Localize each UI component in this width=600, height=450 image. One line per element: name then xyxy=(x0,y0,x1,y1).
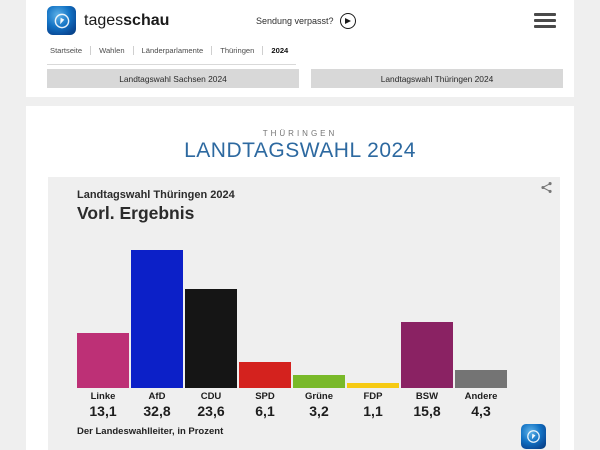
party-labels-row: Linke AfD CDU SPD Grüne FDP BSW Andere xyxy=(77,391,517,402)
bar-chart xyxy=(77,248,517,388)
bar-Linke xyxy=(77,333,129,388)
party-value-BSW: 15,8 xyxy=(413,403,441,419)
party-label-BSW: BSW xyxy=(415,391,439,402)
party-values-row: 13,1 32,8 23,6 6,1 3,2 1,1 15,8 4,3 xyxy=(77,403,517,419)
party-value-AfD: 32,8 xyxy=(143,403,171,419)
bar-cell-SPD xyxy=(239,362,291,388)
section-divider xyxy=(0,97,600,106)
bar-AfD xyxy=(131,250,183,388)
party-label-CDU: CDU xyxy=(200,391,222,402)
party-value-CDU: 23,6 xyxy=(197,403,225,419)
bar-FDP xyxy=(347,383,399,388)
brand-wordmark[interactable]: tagesschau xyxy=(84,12,169,30)
party-value-SPD: 6,1 xyxy=(255,403,275,419)
missed-broadcast-link[interactable]: Sendung verpasst? xyxy=(256,13,356,29)
bar-BSW xyxy=(401,322,453,388)
missed-broadcast-label: Sendung verpasst? xyxy=(256,16,334,26)
bar-cell-Grüne xyxy=(293,375,345,388)
brand-bold: schau xyxy=(123,12,170,29)
chart-title: Landtagswahl Thüringen 2024 xyxy=(77,189,235,201)
chart-subtitle: Vorl. Ergebnis xyxy=(77,203,195,223)
bar-Andere xyxy=(455,370,507,388)
party-label-Linke: Linke xyxy=(90,391,116,402)
party-value-Andere: 4,3 xyxy=(471,403,491,419)
party-label-Andere: Andere xyxy=(464,391,498,402)
bar-cell-FDP xyxy=(347,383,399,388)
breadcrumb-2024[interactable]: 2024 xyxy=(271,46,289,55)
play-icon[interactable] xyxy=(339,13,356,29)
bar-cell-CDU xyxy=(185,289,237,388)
bar-cell-Linke xyxy=(77,333,129,388)
result-chart-card: Landtagswahl Thüringen 2024 Vorl. Ergebn… xyxy=(48,177,560,450)
party-label-SPD: SPD xyxy=(255,391,275,402)
party-value-FDP: 1,1 xyxy=(363,403,383,419)
party-label-Grüne: Grüne xyxy=(305,391,333,402)
bar-Grüne xyxy=(293,375,345,388)
globe-icon xyxy=(54,13,69,28)
party-value-Linke: 13,1 xyxy=(89,403,117,419)
breadcrumb: Startseite Wahlen Länderparlamente Thüringe… xyxy=(47,40,297,65)
chart-source: Der Landeswahlleiter, in Prozent xyxy=(77,426,224,437)
bar-CDU xyxy=(185,289,237,388)
party-value-Grüne: 3,2 xyxy=(309,403,329,419)
breadcrumb-wahlen[interactable]: Wahlen xyxy=(91,46,134,55)
bar-cell-AfD xyxy=(131,250,183,388)
breadcrumb-startseite[interactable]: Startseite xyxy=(47,46,92,55)
brand-regular: tages xyxy=(84,12,124,29)
button-landtagswahl-thueringen[interactable]: Landtagswahl Thüringen 2024 xyxy=(311,69,563,88)
bar-SPD xyxy=(239,362,291,388)
party-label-FDP: FDP xyxy=(363,391,383,402)
breadcrumb-thueringen[interactable]: Thüringen xyxy=(212,46,264,55)
page-kicker: THÜRINGEN xyxy=(262,129,338,138)
breadcrumb-laenderparlamente[interactable]: Länderparlamente xyxy=(134,46,213,55)
page-title: LANDTAGSWAHL 2024 xyxy=(184,139,416,162)
button-landtagswahl-sachsen[interactable]: Landtagswahl Sachsen 2024 xyxy=(47,69,299,88)
globe-icon xyxy=(527,430,540,443)
bar-cell-Andere xyxy=(455,370,507,388)
tagesschau-watermark-icon xyxy=(521,424,546,449)
menu-icon[interactable] xyxy=(534,13,556,32)
bar-cell-BSW xyxy=(401,322,453,388)
share-icon[interactable] xyxy=(540,181,553,194)
tagesschau-logo-icon[interactable] xyxy=(47,6,76,35)
party-label-AfD: AfD xyxy=(148,391,166,402)
